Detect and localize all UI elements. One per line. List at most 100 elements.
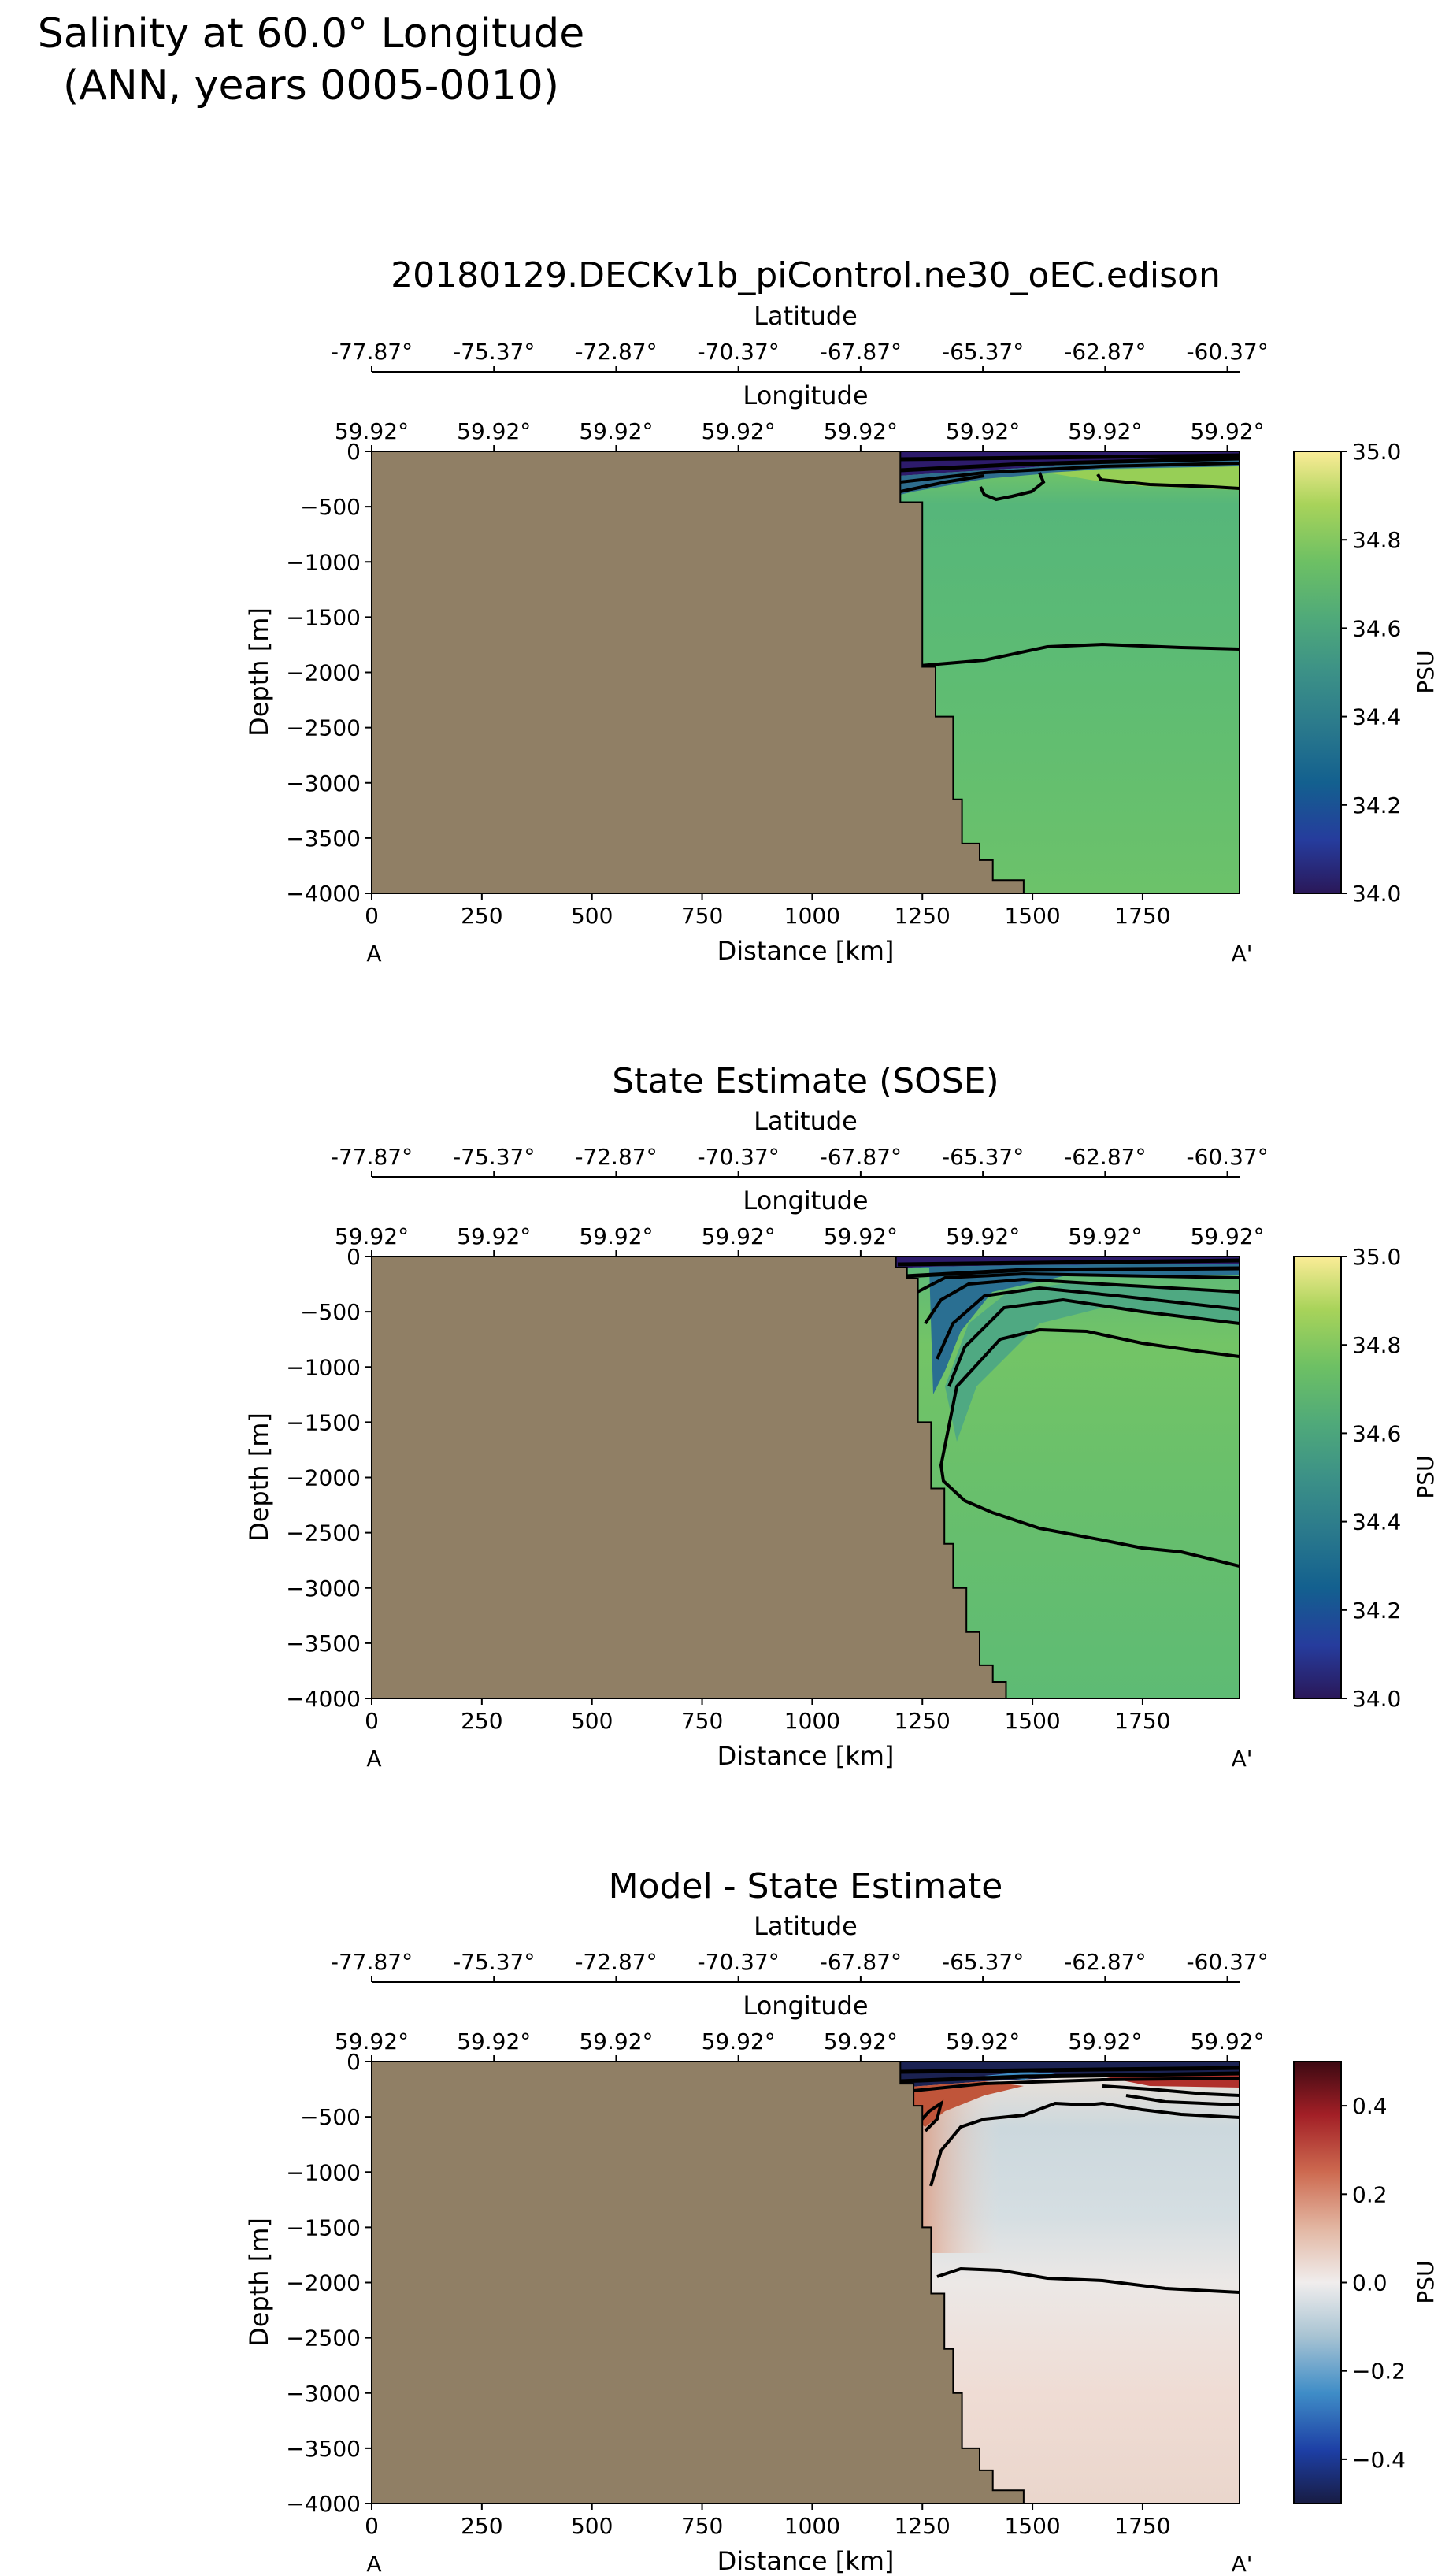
land-bathymetry bbox=[372, 1256, 1007, 1698]
longitude-tick-label: 59.92° bbox=[824, 1223, 898, 1249]
x-tick-label: 1250 bbox=[895, 1708, 951, 1734]
latitude-tick-label: -60.37° bbox=[1186, 339, 1268, 365]
contour-line bbox=[914, 2099, 944, 2132]
latitude-tick-label: -65.37° bbox=[942, 1144, 1024, 1170]
endpoint-label-start: A bbox=[366, 2551, 381, 2576]
y-tick-label: −3500 bbox=[286, 826, 361, 852]
longitude-tick-label: 59.92° bbox=[1190, 1223, 1264, 1249]
y-tick-label: −4000 bbox=[286, 2491, 361, 2517]
latitude-ticks: -77.87° -75.37° -72.87° -70.37° -67.87° -65.3… bbox=[331, 339, 1269, 372]
latitude-tick-label: -75.37° bbox=[453, 1949, 535, 1975]
colorbar-tick-label: 35.0 bbox=[1352, 1244, 1401, 1270]
colorbar-tick-label: 0.4 bbox=[1352, 2093, 1388, 2119]
latitude-tick-label: -72.87° bbox=[575, 339, 657, 365]
latitude-ticks: -77.87° -75.37° -72.87° -70.37° -67.87° -65.3… bbox=[331, 1949, 1269, 1982]
latitude-tick-label: -65.37° bbox=[942, 1949, 1024, 1975]
x-tick-label: 1000 bbox=[784, 903, 840, 929]
longitude-axis-label: Longitude bbox=[743, 380, 868, 410]
land-bathymetry bbox=[372, 2062, 1025, 2504]
y-tick-label: −4000 bbox=[286, 1686, 361, 1712]
y-tick-label: −1000 bbox=[286, 2159, 361, 2185]
contour-line bbox=[947, 1297, 1240, 1387]
x-tick-label: 1750 bbox=[1114, 2513, 1170, 2539]
latitude-tick-label: -75.37° bbox=[453, 1144, 535, 1170]
contour-line bbox=[929, 2101, 1240, 2187]
y-tick-label: 0 bbox=[346, 1244, 361, 1270]
contour-line bbox=[1125, 2094, 1240, 2106]
longitude-ticks: 59.92° 59.92° 59.92° 59.92° 59.92° 59.92° 59.9… bbox=[335, 1223, 1265, 1256]
contour-line bbox=[917, 1271, 1240, 1294]
x-tick-label: 250 bbox=[461, 1708, 502, 1734]
x-tick-label: 750 bbox=[681, 1708, 723, 1734]
y-tick-label: −2500 bbox=[286, 715, 361, 741]
colorbar-tick-label: −0.4 bbox=[1352, 2447, 1406, 2473]
x-tick-label: 1500 bbox=[1004, 2513, 1060, 2539]
colorbar-ticks: −0.4 −0.2 0.0 0.2 0.4 bbox=[1341, 2093, 1406, 2473]
x-ticks: 0 250 500 750 1000 1250 1500 1750 bbox=[365, 2504, 1171, 2539]
y-tick-label: −2000 bbox=[286, 2270, 361, 2296]
shelf-mid-water bbox=[945, 1282, 1240, 1442]
colorbar-tick-label: 34.2 bbox=[1352, 1598, 1401, 1624]
colorbar-label: PSU bbox=[1413, 1455, 1439, 1498]
latitude-tick-label: -62.87° bbox=[1064, 1949, 1146, 1975]
contour-line bbox=[1102, 2084, 1240, 2097]
contour-line bbox=[897, 1258, 1240, 1267]
latitude-tick-label: -67.87° bbox=[820, 1949, 902, 1975]
latitude-tick-label: -70.37° bbox=[698, 1949, 780, 1975]
colorbar-label: PSU bbox=[1413, 2260, 1439, 2303]
y-tick-label: −1500 bbox=[286, 1409, 361, 1435]
figure-suptitle-line2: (ANN, years 0005-0010) bbox=[63, 62, 559, 109]
latitude-tick-label: -67.87° bbox=[820, 339, 902, 365]
colorbar-tick-label: 34.4 bbox=[1352, 1509, 1401, 1535]
y-tick-label: −2500 bbox=[286, 2325, 361, 2351]
longitude-axis-label: Longitude bbox=[743, 1991, 868, 2021]
y-ticks: 0 −500 −1000 −1500 −2000 −2500 −3000 −3500 −4000 bbox=[286, 1244, 372, 1712]
latitude-tick-label: -70.37° bbox=[698, 339, 780, 365]
colorbar bbox=[1293, 1256, 1342, 1699]
longitude-tick-label: 59.92° bbox=[702, 1223, 776, 1249]
latitude-tick-label: -62.87° bbox=[1064, 1144, 1146, 1170]
y-axis-label: Depth [m] bbox=[244, 1412, 274, 1542]
y-tick-label: −500 bbox=[300, 1299, 361, 1325]
latitude-tick-label: -75.37° bbox=[453, 339, 535, 365]
shelf-fresh-water bbox=[894, 1264, 1240, 1394]
y-axis-label: Depth [m] bbox=[244, 2218, 274, 2347]
x-tick-label: 500 bbox=[571, 1708, 613, 1734]
x-tick-label: 1000 bbox=[784, 2513, 840, 2539]
latitude-tick-label: -60.37° bbox=[1186, 1949, 1268, 1975]
endpoint-label-end: A' bbox=[1232, 2551, 1253, 2576]
colorbar-tick-label: −0.2 bbox=[1352, 2359, 1406, 2385]
surface-positive-patch bbox=[900, 2081, 1024, 2127]
latitude-tick-label: -70.37° bbox=[698, 1144, 780, 1170]
panel-title: State Estimate (SOSE) bbox=[612, 1061, 999, 1101]
x-axis-label: Distance [km] bbox=[717, 1741, 895, 1771]
colorbar-tick-label: 34.0 bbox=[1352, 1686, 1401, 1712]
longitude-tick-label: 59.92° bbox=[457, 1223, 531, 1249]
endpoint-label-end: A' bbox=[1232, 941, 1253, 967]
x-tick-label: 1250 bbox=[895, 903, 951, 929]
longitude-tick-label: 59.92° bbox=[1190, 418, 1264, 444]
longitude-tick-label: 59.92° bbox=[946, 418, 1020, 444]
x-tick-label: 250 bbox=[461, 903, 502, 929]
y-tick-label: −500 bbox=[300, 2104, 361, 2130]
panel-model: 20180129.DECKv1b_piControl.ne30_oEC.edis… bbox=[244, 255, 1439, 967]
longitude-tick-label: 59.92° bbox=[457, 418, 531, 444]
longitude-tick-label: 59.92° bbox=[579, 2029, 653, 2054]
longitude-tick-label: 59.92° bbox=[335, 418, 409, 444]
figure-suptitle-line1: Salinity at 60.0° Longitude bbox=[38, 10, 585, 58]
x-tick-label: 0 bbox=[365, 1708, 379, 1734]
contour-line bbox=[919, 642, 1240, 667]
longitude-tick-label: 59.92° bbox=[579, 418, 653, 444]
longitude-tick-label: 59.92° bbox=[946, 2029, 1020, 2054]
latitude-axis-label: Latitude bbox=[754, 1106, 858, 1136]
y-tick-label: −1500 bbox=[286, 604, 361, 630]
y-tick-label: −1000 bbox=[286, 549, 361, 575]
latitude-tick-label: -65.37° bbox=[942, 339, 1024, 365]
colorbar-tick-label: 34.0 bbox=[1352, 881, 1401, 907]
endpoint-label-end: A' bbox=[1232, 1746, 1253, 1772]
x-tick-label: 1750 bbox=[1114, 903, 1170, 929]
x-axis-label: Distance [km] bbox=[717, 2546, 895, 2576]
latitude-tick-label: -60.37° bbox=[1186, 1144, 1268, 1170]
colorbar bbox=[1293, 451, 1342, 894]
